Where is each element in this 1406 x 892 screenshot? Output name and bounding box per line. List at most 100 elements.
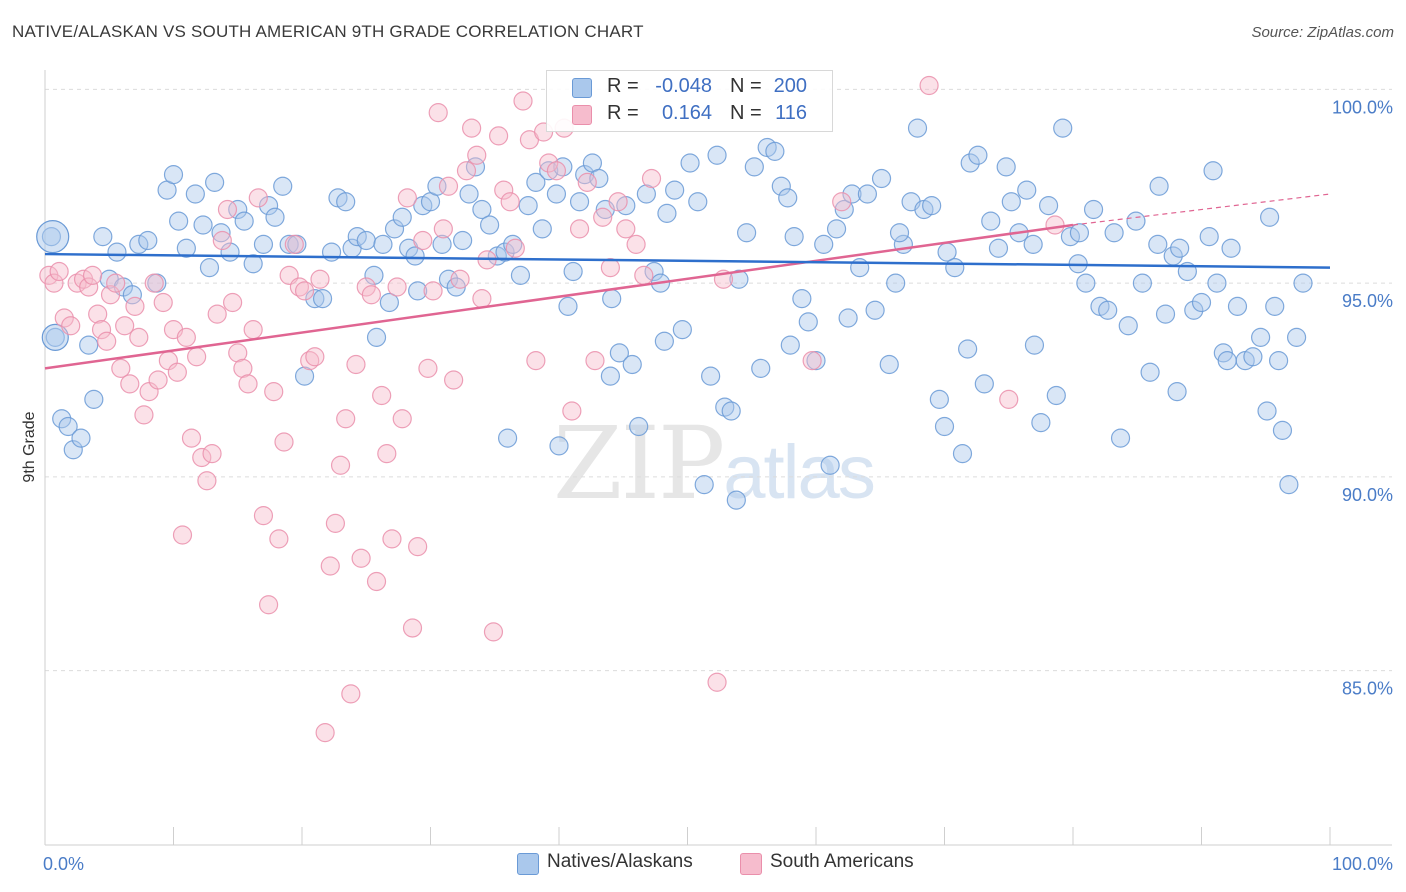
data-point [532,219,552,239]
data-point [838,308,858,328]
data-point-large [41,323,69,351]
data-point [850,258,870,278]
data-point [97,331,117,351]
data-point [602,289,622,309]
data-point [1118,316,1138,336]
series-natives-points [36,118,1313,510]
data-point [889,223,910,243]
data-point [707,145,727,165]
data-point [929,389,949,409]
data-point [960,153,980,173]
data-point [1069,223,1090,243]
data-point [489,126,509,146]
legend-n-label: N = [730,102,762,124]
data-point [366,327,387,347]
bottom-legend-swatch-natives [517,853,539,875]
data-point [636,184,656,204]
data-point [558,296,578,316]
data-point [100,285,121,305]
data-point [919,75,939,96]
series-south-americans-points [39,75,1065,743]
data-point [546,161,567,181]
bottom-legend-label: Natives/Alaskans [547,851,693,872]
data-point [480,215,500,235]
data-point [91,320,112,340]
legend-n-value: 200 [773,75,807,97]
data-point [356,230,376,251]
data-point [265,207,285,227]
data-point [238,374,258,394]
data-point [680,153,700,173]
data-point [608,192,628,212]
data-point [999,389,1019,409]
data-point [546,184,567,204]
data-point [364,265,384,285]
data-point [456,161,477,181]
data-point [312,289,333,309]
data-point [176,327,196,347]
data-point [258,196,279,216]
data-point [243,320,263,340]
data-point [814,234,834,254]
data-point [1260,207,1280,227]
data-point [84,389,104,409]
data-point [387,277,407,297]
data-point [784,227,804,247]
data-point [820,455,840,475]
data-point [1221,238,1241,258]
data-point [500,192,520,212]
data-point [264,382,284,402]
data-point [325,513,346,533]
data-point [205,172,225,192]
data-point-large [36,220,70,254]
data-point [138,230,158,251]
data-point [657,203,677,223]
data-point [52,409,72,429]
data-point [934,416,955,437]
data-point [408,537,428,557]
data-point [879,354,899,375]
trend-line-south-americans [44,223,1074,370]
legend-r-label: R = [607,102,639,124]
bottom-legend-swatch-south-americans [740,853,762,875]
data-point [341,684,361,704]
trend-line-south-americans-dashed [1072,193,1331,226]
data-point [107,242,127,262]
data-point [1170,238,1190,258]
data-point [432,234,452,254]
x-tick-label: 0.0% [43,854,84,874]
data-point [377,444,397,464]
data-point [88,304,108,324]
data-point [472,199,492,220]
trend-line-natives [44,252,1331,269]
data-point [438,269,459,289]
data-point [585,351,605,371]
data-point [79,335,99,355]
data-point [1076,273,1096,293]
data-point [857,184,878,204]
data-point [694,475,714,495]
data-point [1038,196,1059,216]
data-point [1140,362,1160,382]
data-point [284,234,304,254]
chart-title: NATIVE/ALASKAN VS SOUTH AMERICAN 9TH GRA… [12,22,644,41]
data-point [577,172,597,192]
data-point [169,211,189,231]
data-point [968,145,988,165]
data-point [211,223,231,243]
data-point [1257,401,1277,421]
data-point [981,211,1001,231]
data-point [197,471,217,491]
data-point [886,273,906,293]
data-point [688,192,708,212]
data-point [382,529,402,549]
data-point [1023,234,1043,254]
data-point [243,254,263,274]
watermark: ZIPatlas [553,405,876,522]
data-point [563,261,583,282]
data-point [405,246,425,266]
data-point [274,432,294,452]
data-point [1148,234,1168,254]
data-point [526,172,546,192]
data-point [321,242,342,262]
